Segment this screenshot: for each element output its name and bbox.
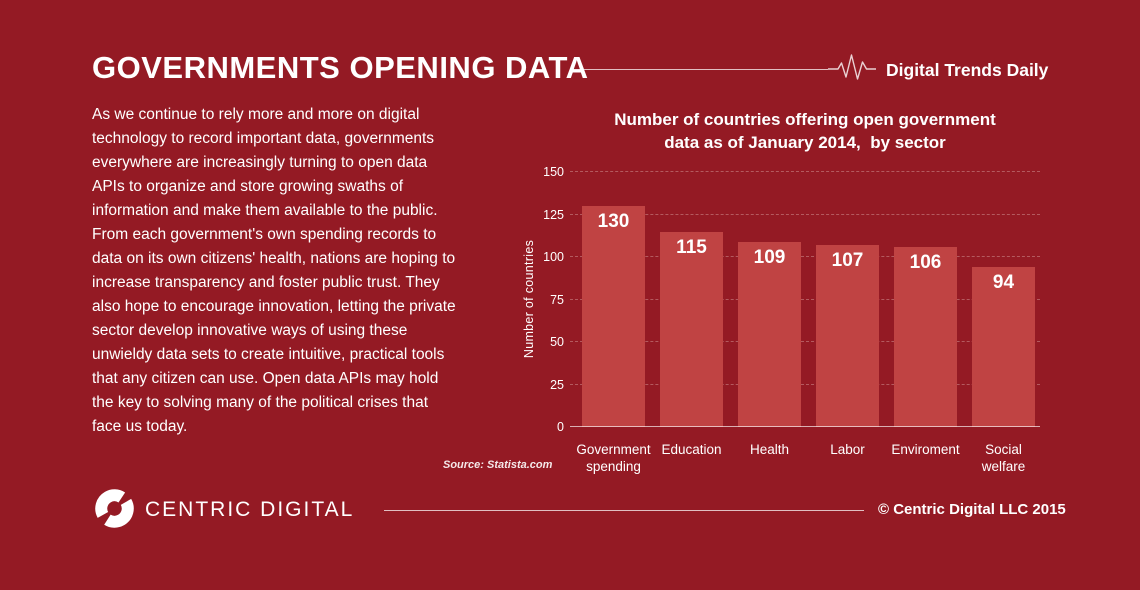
bar-3: 107 bbox=[816, 245, 879, 427]
copyright-label: © Centric Digital LLC 2015 bbox=[878, 501, 1066, 518]
bar-value-label: 109 bbox=[753, 246, 786, 268]
bar-value-label: 130 bbox=[597, 211, 630, 232]
bar-0: 130 bbox=[582, 206, 645, 427]
y-tick-label: 100 bbox=[543, 250, 564, 265]
centric-digital-logo-icon bbox=[95, 489, 134, 528]
bar-4: 106 bbox=[894, 246, 957, 427]
y-tick-label: 0 bbox=[557, 420, 564, 434]
x-axis-line bbox=[570, 426, 1040, 427]
bar-value-label: 94 bbox=[992, 272, 1015, 294]
gridline bbox=[570, 341, 1040, 342]
bar-value-label: 107 bbox=[831, 250, 864, 272]
header-divider-line bbox=[584, 69, 828, 70]
x-category-label: Enviroment bbox=[891, 442, 960, 457]
heartbeat-pulse-icon bbox=[828, 54, 876, 80]
page-title: GOVERNMENTS OPENING DATA bbox=[92, 50, 589, 85]
x-category-label: Health bbox=[749, 442, 790, 457]
x-category-label: Government spending bbox=[576, 442, 651, 474]
logo-text: CENTRIC DIGITAL bbox=[145, 498, 355, 521]
brand-label: Digital Trends Daily bbox=[886, 60, 1049, 80]
y-tick-label: 25 bbox=[550, 377, 564, 392]
gridline bbox=[570, 298, 1040, 300]
gridline bbox=[570, 171, 1040, 172]
gridline bbox=[570, 383, 1040, 385]
y-tick-label: 125 bbox=[543, 207, 564, 222]
gridline bbox=[570, 213, 1040, 215]
bar-value-label: 115 bbox=[676, 236, 707, 258]
gridline bbox=[570, 256, 1040, 257]
source-label: Source: Statista.com bbox=[443, 459, 553, 471]
x-category-label: Labor bbox=[830, 442, 865, 457]
intro-paragraph: As we continue to rely more and more on … bbox=[92, 106, 456, 435]
x-category-label: Social welfare bbox=[981, 442, 1026, 474]
x-axis-labels: Government spending Education Health Labor E… bbox=[570, 442, 1040, 482]
y-axis-ticks: 0 25 50 75 100 125 150 bbox=[528, 165, 564, 434]
chart-title: Number of countries offering open govern… bbox=[614, 110, 996, 152]
bar-value-label: 106 bbox=[909, 251, 942, 273]
bar-5: 94 bbox=[972, 267, 1035, 427]
y-tick-label: 150 bbox=[543, 165, 564, 179]
plot-area: 130 115 109 107 106 94 bbox=[570, 171, 1040, 427]
y-tick-label: 75 bbox=[550, 292, 564, 307]
x-category-label: Education bbox=[661, 442, 722, 457]
bar-2: 109 bbox=[738, 241, 801, 427]
y-tick-label: 50 bbox=[550, 335, 564, 350]
bar-1: 115 bbox=[660, 231, 723, 427]
footer-divider-line bbox=[384, 510, 864, 511]
